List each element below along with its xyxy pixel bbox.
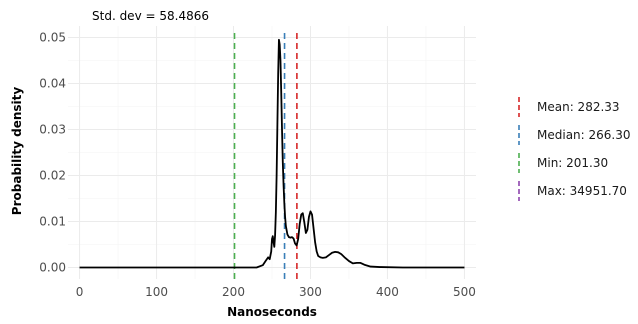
x-tick-label: 100	[145, 285, 168, 299]
density-curve	[79, 38, 465, 269]
x-axis-title: Nanoseconds	[227, 305, 317, 319]
tick-layer: 0 100 200 300 400 500 0.00 0.01 0.02 0.03 0.04 0.05	[39, 31, 476, 300]
y-tick-label: 0.03	[39, 123, 66, 137]
vline-layer	[233, 33, 298, 279]
x-tick-label: 200	[222, 285, 245, 299]
y-axis-title: Probability density	[10, 87, 24, 216]
x-tick-label: 300	[299, 285, 322, 299]
y-tick-label: 0.05	[39, 31, 66, 45]
x-tick-label: 500	[453, 285, 476, 299]
x-tick-label: 400	[376, 285, 399, 299]
y-tick-label: 0.00	[39, 261, 66, 275]
legend: Mean: 282.33 Median: 266.30 Min: 201.30 Max…	[518, 97, 631, 201]
y-tick-label: 0.02	[39, 169, 66, 183]
legend-label: Max: 34951.70	[537, 184, 627, 198]
y-tick-label: 0.04	[39, 77, 66, 91]
legend-label: Min: 201.30	[537, 156, 608, 170]
y-tick-label: 0.01	[39, 215, 66, 229]
chart-subtitle: Std. dev = 58.4866	[92, 9, 209, 23]
series-layer	[79, 38, 465, 269]
legend-label: Mean: 282.33	[537, 100, 620, 114]
legend-label: Median: 266.30	[537, 128, 631, 142]
grid-layer	[68, 26, 476, 279]
x-tick-label: 0	[76, 285, 84, 299]
